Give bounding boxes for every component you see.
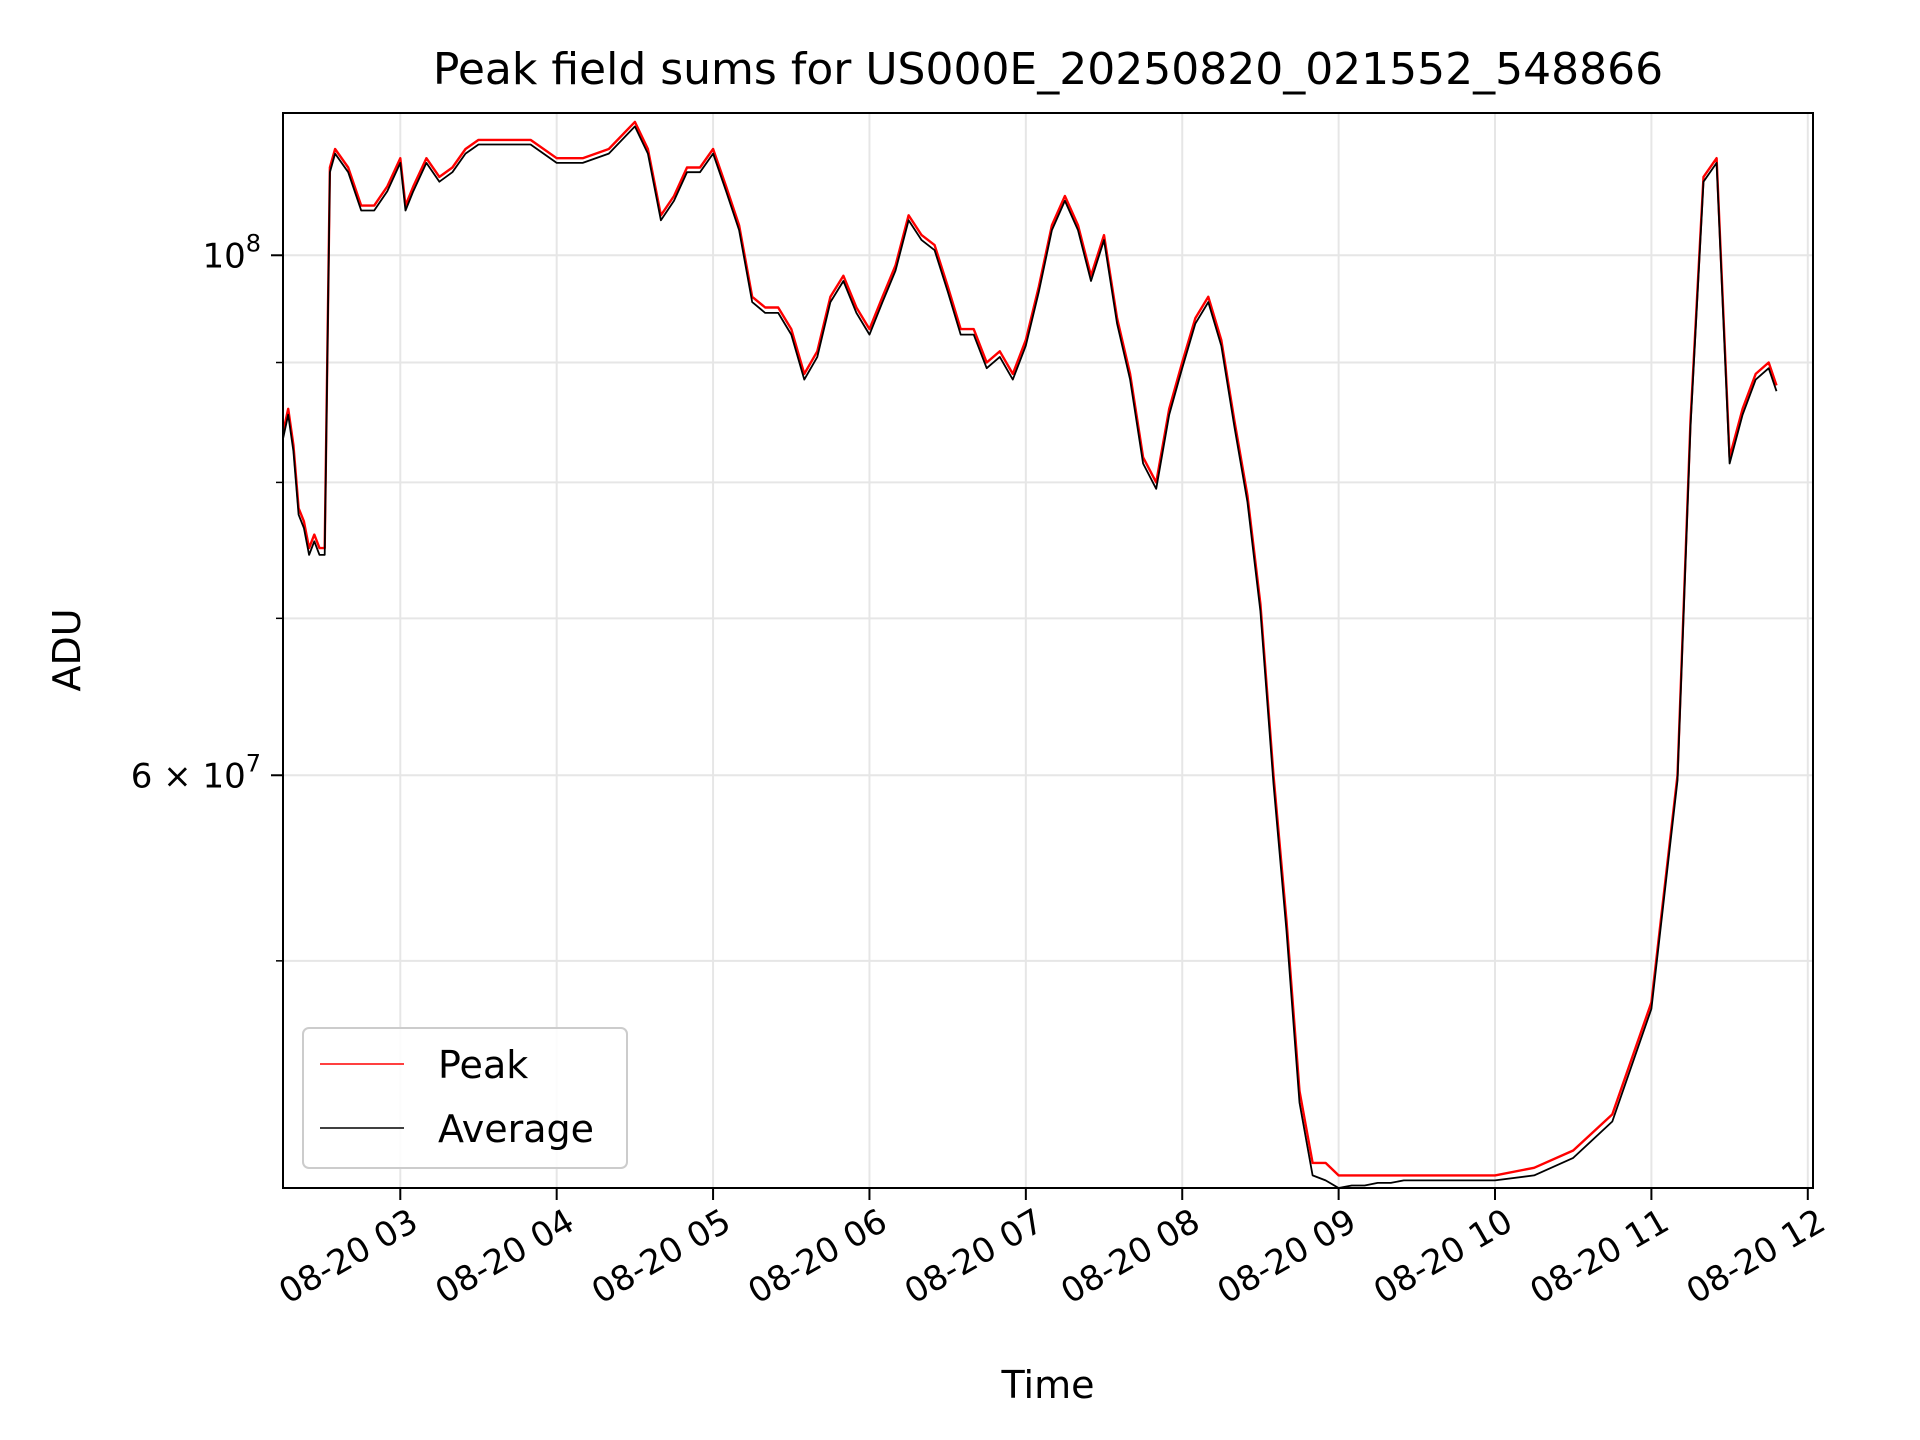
grid-lines	[283, 113, 1813, 1188]
y-tick-label: 6 × 107	[131, 749, 261, 796]
series-line-average	[283, 125, 1778, 1188]
legend-box	[302, 1027, 628, 1169]
plot-area-frame	[282, 112, 1814, 1189]
x-axis-label: Time	[1001, 1363, 1095, 1407]
series-line-peak	[283, 120, 1778, 1177]
chart-title: Peak field sums for US000E_20250820_0215…	[433, 44, 1663, 95]
y-tick-label: 108	[202, 229, 261, 276]
legend-label-peak: Peak	[438, 1043, 528, 1087]
y-axis-label: ADU	[45, 608, 89, 691]
legend-label-average: Average	[438, 1107, 594, 1151]
legend: Peak Average	[302, 1027, 628, 1169]
y-axis: 108 6 × 107	[131, 229, 283, 962]
series-layer	[283, 120, 1778, 1188]
